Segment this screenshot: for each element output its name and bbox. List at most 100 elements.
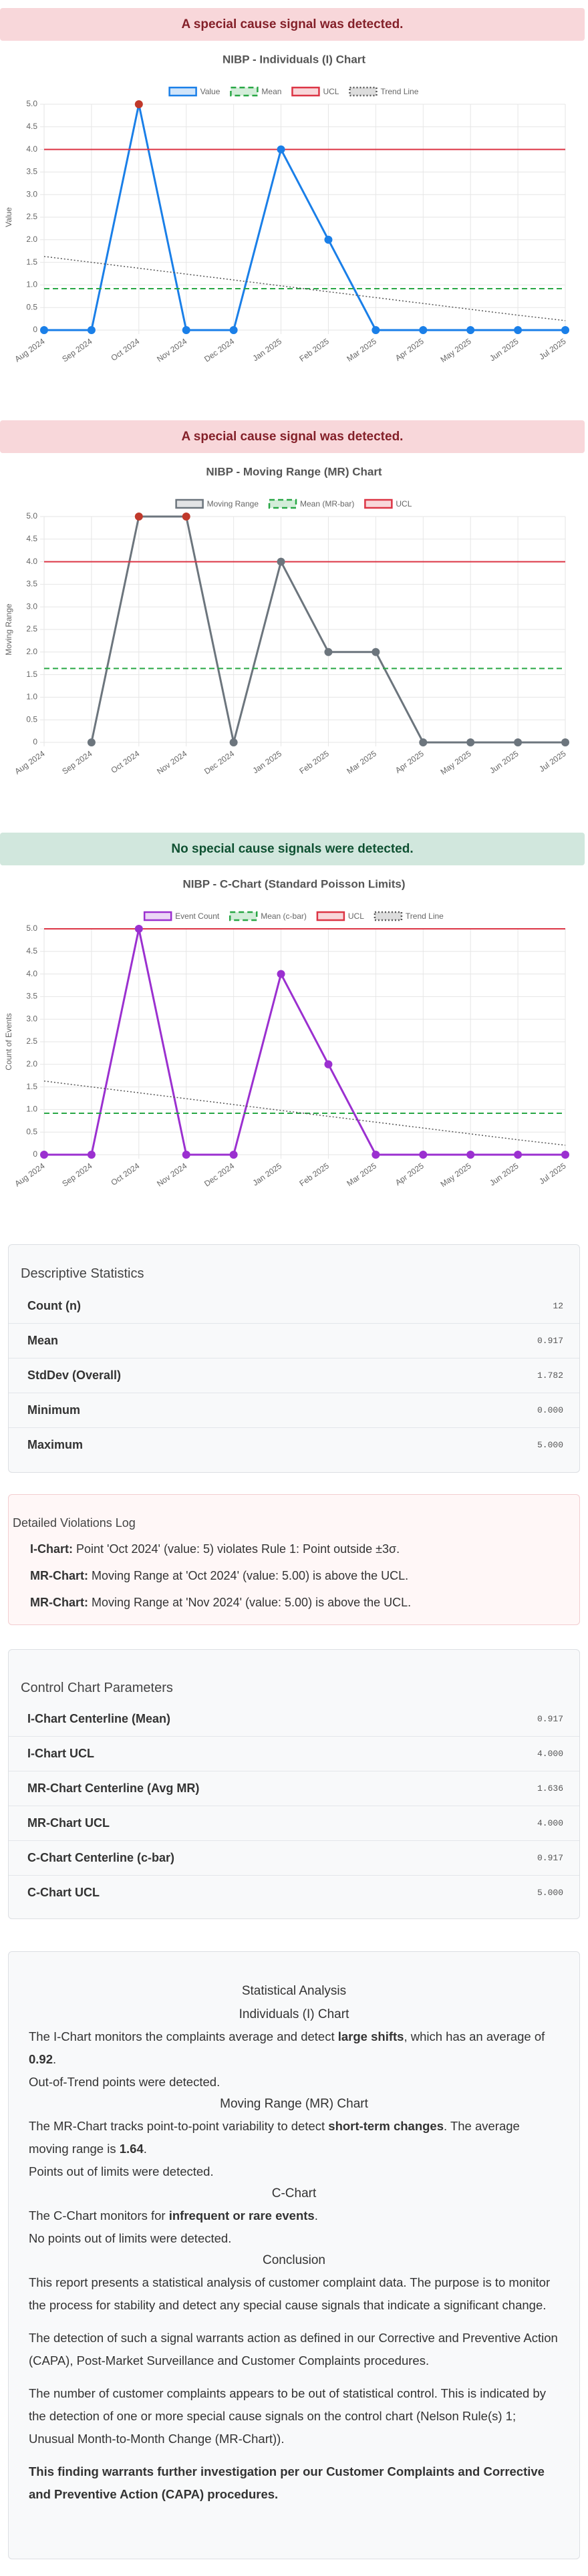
y-tick-label: 2.5 (26, 624, 37, 633)
data-point (514, 738, 523, 746)
card-title: Descriptive Statistics (21, 1266, 144, 1281)
x-tick-label: Dec 2024 (202, 748, 236, 776)
y-tick-label: 4.5 (26, 946, 37, 956)
trend-line (43, 1081, 566, 1146)
x-tick-label: Aug 2024 (13, 1161, 46, 1188)
violation-text: Moving Range at 'Nov 2024' (value: 5.00)… (88, 1595, 412, 1609)
data-point (40, 1151, 48, 1159)
row-label: MR-Chart UCL (27, 1816, 110, 1830)
card-title: Control Chart Parameters (21, 1681, 173, 1695)
trend-line (43, 256, 566, 321)
legend-swatch (268, 498, 297, 509)
analysis-title: Statistical Analysis (241, 1984, 347, 1998)
descriptive-statistics: Descriptive Statistics Count (n) 12 Mean 0.… (8, 1244, 580, 1473)
legend-label: Trend Line (406, 911, 444, 921)
y-tick-label: 0 (33, 325, 37, 334)
x-tick-label: Sep 2024 (60, 748, 94, 776)
data-point (372, 648, 380, 656)
x-tick-label: Mar 2025 (345, 1161, 378, 1188)
data-point (419, 1151, 428, 1159)
data-point (561, 1151, 569, 1159)
data-point (277, 557, 285, 566)
analysis-section: Conclusion This report presents a statist… (29, 2250, 559, 2506)
text: . (53, 2052, 57, 2066)
text: This report presents a statistical analy… (29, 2275, 551, 2312)
analysis-heading: C-Chart (271, 2186, 317, 2200)
y-tick-label: 4.0 (26, 969, 37, 978)
table-row: I-Chart Centerline (Mean) 0.917 (9, 1702, 579, 1737)
analysis: Statistical Analysis Individuals (I) Cha… (8, 1951, 580, 2559)
data-point (277, 145, 285, 154)
row-label: Maximum (27, 1438, 84, 1451)
row-value: 0.917 (537, 1336, 563, 1346)
text: . (314, 2208, 318, 2223)
legend-label: Mean (c-bar) (261, 911, 307, 921)
data-point (182, 326, 190, 334)
data-point (514, 1151, 523, 1159)
x-tick-label: Nov 2024 (155, 1161, 188, 1188)
table-row: C-Chart Centerline (c-bar) 0.917 (9, 1841, 579, 1876)
text: The MR-Chart tracks point-to-point varia… (29, 2119, 329, 2133)
chart-title: NIBP - C-Chart (Standard Poisson Limits) (182, 877, 405, 890)
violations: Detailed Violations Log I-Chart: Point '… (8, 1494, 580, 1625)
legend-label: Mean (261, 87, 281, 96)
x-tick-label: Mar 2025 (345, 336, 378, 364)
x-tick-label: Mar 2025 (345, 748, 378, 776)
x-tick-label: Aug 2024 (13, 336, 46, 364)
y-tick-label: 4.0 (26, 144, 37, 154)
data-point (87, 326, 96, 334)
x-tick-label: Sep 2024 (60, 1161, 94, 1188)
analysis-section: C-Chart The C-Chart monitors for infreque… (29, 2183, 559, 2250)
text: The C-Chart monitors for (29, 2208, 169, 2223)
chart-title: NIBP - Individuals (I) Chart (223, 53, 365, 65)
legend-label: Moving Range (207, 499, 259, 509)
bold-text: infrequent or rare events (168, 2208, 315, 2223)
y-tick-label: 4.0 (26, 557, 37, 566)
data-point (324, 1060, 333, 1068)
text: . (143, 2142, 147, 2156)
x-tick-label: Oct 2024 (109, 748, 141, 775)
data-point (514, 326, 523, 334)
row-label: C-Chart UCL (27, 1886, 100, 1899)
legend-swatch (291, 86, 320, 97)
charts: A special cause signal was detected. NIBP… (0, 0, 588, 1237)
x-tick-label: Nov 2024 (155, 748, 188, 776)
y-tick-label: 0 (33, 1149, 37, 1159)
violation-chart: MR-Chart: (30, 1568, 88, 1582)
x-tick-label: Jul 2025 (537, 1161, 567, 1186)
data-point (561, 738, 569, 746)
analysis-paragraph: Out-of-Trend points were detected. (29, 2071, 559, 2094)
x-tick-label: Aug 2024 (13, 748, 46, 776)
analysis-body: Individuals (I) Chart The I-Chart monitor… (29, 2004, 559, 2506)
legend-label: Event Count (175, 911, 220, 921)
x-tick-label: Jun 2025 (488, 748, 521, 775)
y-tick-label: 0.5 (26, 714, 37, 724)
analysis-heading: Moving Range (MR) Chart (220, 2097, 368, 2111)
table-row: I-Chart UCL 4.000 (9, 1737, 579, 1771)
x-tick-label: Apr 2025 (394, 1161, 426, 1187)
analysis-paragraph: The detection of such a signal warrants … (29, 2327, 559, 2372)
x-tick-label: Jan 2025 (251, 1161, 284, 1187)
row-label: MR-Chart Centerline (Avg MR) (27, 1781, 200, 1795)
analysis-paragraph: The number of customer complaints appear… (29, 2382, 559, 2450)
y-tick-label: 3.0 (26, 189, 37, 198)
violation-item: MR-Chart: Moving Range at 'Oct 2024' (va… (9, 1562, 579, 1589)
legend: Event Count Mean (c-bar) UCL Trend Line (143, 911, 444, 921)
analysis-heading: Conclusion (263, 2253, 325, 2267)
y-tick-label: 1.5 (26, 1082, 37, 1091)
row-label: Mean (27, 1334, 59, 1347)
chart-section: A special cause signal was detected. NIBP… (0, 0, 588, 412)
table-row: Maximum 5.000 (9, 1428, 579, 1462)
y-tick-label: 2.5 (26, 212, 37, 221)
violation-text: Moving Range at 'Oct 2024' (value: 5.00)… (88, 1568, 409, 1582)
row-value: 5.000 (537, 1440, 563, 1450)
legend-swatch (143, 911, 172, 921)
table-row: MR-Chart UCL 4.000 (9, 1806, 579, 1841)
card-title: Detailed Violations Log (13, 1516, 136, 1530)
bold-text: 1.64 (119, 2142, 144, 2156)
y-tick-label: 1.0 (26, 280, 37, 289)
legend-label: Value (200, 87, 220, 96)
y-axis-label: Moving Range (4, 603, 13, 656)
analysis-section: Moving Range (MR) Chart The MR-Chart trac… (29, 2094, 559, 2183)
